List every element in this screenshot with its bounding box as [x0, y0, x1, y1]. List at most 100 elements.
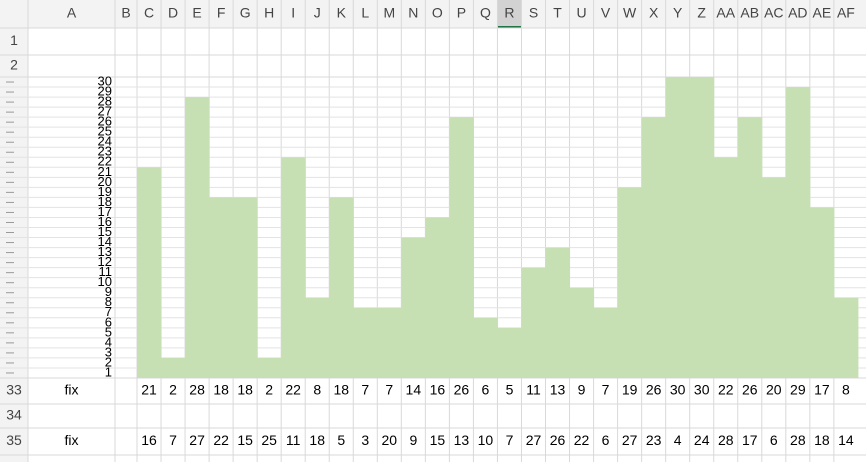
cell-value[interactable]: 11: [286, 432, 301, 448]
cell-value[interactable]: 18: [309, 432, 325, 448]
cell-value[interactable]: 22: [285, 382, 301, 398]
column-header[interactable]: AD: [788, 5, 807, 21]
column-header[interactable]: AF: [837, 5, 855, 21]
cell-value[interactable]: 2: [265, 382, 273, 398]
cell-value[interactable]: 20: [766, 382, 782, 398]
column-header[interactable]: W: [623, 5, 637, 21]
column-header[interactable]: T: [553, 5, 562, 21]
cell-value[interactable]: 30: [694, 382, 710, 398]
cell-value[interactable]: 8: [842, 382, 850, 398]
cell-value[interactable]: 6: [602, 432, 610, 448]
scale-label: 11: [99, 264, 113, 279]
row-header[interactable]: 35: [6, 432, 22, 448]
column-header[interactable]: AA: [716, 5, 735, 21]
cell-value[interactable]: 16: [141, 432, 157, 448]
column-header[interactable]: B: [121, 5, 130, 21]
cell-value[interactable]: 7: [361, 382, 369, 398]
cell-value[interactable]: 28: [718, 432, 734, 448]
column-header[interactable]: U: [576, 5, 586, 21]
cell-value[interactable]: 28: [790, 432, 806, 448]
cell-value[interactable]: 9: [578, 382, 586, 398]
cell-value[interactable]: 10: [478, 432, 494, 448]
cell-value[interactable]: 6: [770, 432, 778, 448]
cell-value[interactable]: 5: [506, 382, 514, 398]
cell-value[interactable]: 8: [313, 382, 321, 398]
row-header[interactable]: 33: [6, 382, 22, 398]
cell-value[interactable]: 27: [189, 432, 205, 448]
cell-value[interactable]: 26: [646, 382, 662, 398]
cell-value[interactable]: 7: [602, 382, 610, 398]
cell-value[interactable]: 13: [454, 432, 470, 448]
row-header[interactable]: 34: [6, 407, 22, 423]
cell-value[interactable]: 18: [814, 432, 830, 448]
cell-value[interactable]: 25: [261, 432, 277, 448]
column-header[interactable]: AC: [764, 5, 783, 21]
cell-value[interactable]: 19: [622, 382, 638, 398]
cell-value[interactable]: 15: [430, 432, 446, 448]
cell-value[interactable]: 26: [742, 382, 758, 398]
cell-value[interactable]: 7: [385, 382, 393, 398]
cell-value[interactable]: 7: [506, 432, 514, 448]
cell-value[interactable]: 15: [237, 432, 253, 448]
row-header[interactable]: 1: [10, 32, 18, 48]
cell-value[interactable]: 22: [213, 432, 229, 448]
cell-value[interactable]: 27: [526, 432, 542, 448]
column-header[interactable]: V: [601, 5, 611, 21]
column-header[interactable]: A: [67, 5, 77, 21]
cell-value[interactable]: 30: [670, 382, 686, 398]
column-header[interactable]: AB: [740, 5, 759, 21]
cell-value[interactable]: 28: [189, 382, 205, 398]
column-header[interactable]: P: [457, 5, 466, 21]
cell-value[interactable]: 11: [526, 382, 541, 398]
row-header[interactable]: 2: [10, 57, 18, 73]
cell-value[interactable]: 6: [482, 382, 490, 398]
column-header[interactable]: O: [432, 5, 443, 21]
column-header[interactable]: H: [264, 5, 274, 21]
cell-label[interactable]: fix: [65, 382, 79, 398]
cell-value[interactable]: 18: [213, 382, 229, 398]
column-header[interactable]: R: [504, 5, 514, 21]
column-header[interactable]: E: [192, 5, 201, 21]
column-header[interactable]: Y: [673, 5, 683, 21]
cell-value[interactable]: 24: [694, 432, 710, 448]
cell-value[interactable]: 7: [169, 432, 177, 448]
cell-value[interactable]: 2: [169, 382, 177, 398]
cell-value[interactable]: 20: [382, 432, 398, 448]
cell-value[interactable]: 16: [430, 382, 446, 398]
column-header[interactable]: D: [168, 5, 178, 21]
cell-value[interactable]: 27: [622, 432, 638, 448]
cell-value[interactable]: 5: [337, 432, 345, 448]
cell-value[interactable]: 17: [742, 432, 758, 448]
column-header[interactable]: Z: [697, 5, 706, 21]
column-header[interactable]: AE: [813, 5, 832, 21]
column-header[interactable]: F: [217, 5, 226, 21]
cell-value[interactable]: 14: [838, 432, 854, 448]
cell-value[interactable]: 14: [406, 382, 422, 398]
cell-value[interactable]: 4: [674, 432, 682, 448]
column-header[interactable]: K: [337, 5, 347, 21]
column-header[interactable]: I: [291, 5, 295, 21]
cell-value[interactable]: 18: [333, 382, 349, 398]
cell-value[interactable]: 18: [237, 382, 253, 398]
column-header[interactable]: L: [361, 5, 369, 21]
cell-value[interactable]: 23: [646, 432, 662, 448]
cell-value[interactable]: 22: [718, 382, 734, 398]
cell-value[interactable]: 13: [550, 382, 566, 398]
cell-value[interactable]: 26: [454, 382, 470, 398]
column-header[interactable]: J: [314, 5, 321, 21]
cell-value[interactable]: 26: [550, 432, 566, 448]
column-header[interactable]: X: [649, 5, 659, 21]
column-header[interactable]: N: [408, 5, 418, 21]
cell-value[interactable]: 22: [574, 432, 590, 448]
cell-value[interactable]: 21: [141, 382, 157, 398]
column-header[interactable]: C: [144, 5, 154, 21]
column-header[interactable]: M: [383, 5, 395, 21]
column-header[interactable]: Q: [480, 5, 491, 21]
column-header[interactable]: G: [240, 5, 251, 21]
cell-label[interactable]: fix: [65, 432, 79, 448]
column-header[interactable]: S: [529, 5, 538, 21]
cell-value[interactable]: 29: [790, 382, 806, 398]
cell-value[interactable]: 9: [409, 432, 417, 448]
cell-value[interactable]: 3: [361, 432, 369, 448]
cell-value[interactable]: 17: [814, 382, 830, 398]
